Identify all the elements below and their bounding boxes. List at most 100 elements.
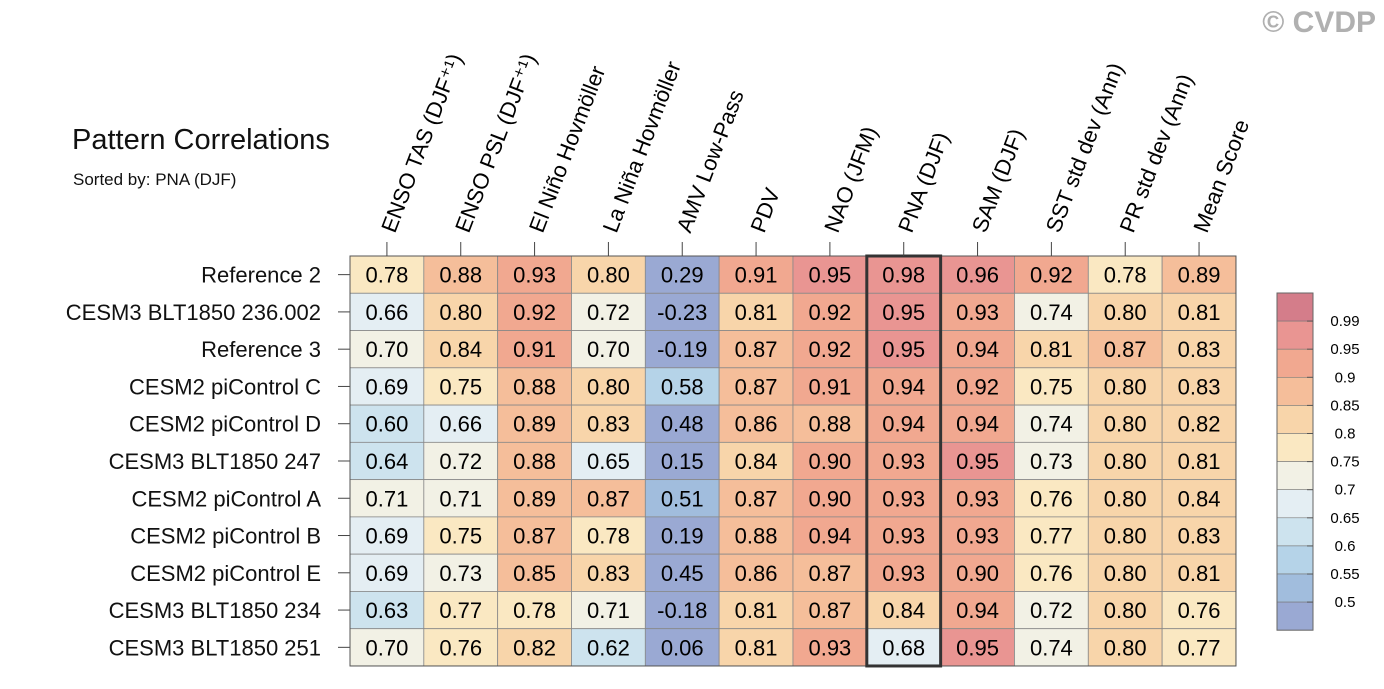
heatmap-cell — [1014, 441, 1089, 481]
colorbar-tick-label: 0.7 — [1335, 482, 1356, 499]
cell-value-label: 0.51 — [661, 486, 704, 511]
heatmap-cell — [1014, 330, 1089, 369]
heatmap-cell — [1014, 479, 1089, 518]
heatmap-cell — [423, 516, 499, 555]
cell-value-label: 0.94 — [956, 598, 999, 623]
cell-value-label: 0.75 — [439, 374, 482, 399]
heatmap-cell — [718, 441, 794, 481]
cell-value-label: 0.86 — [735, 412, 778, 437]
heatmap-cell — [571, 553, 646, 592]
cell-value-label: 0.91 — [735, 263, 778, 288]
cell-value-label: 0.93 — [956, 300, 999, 325]
heatmap-cell — [644, 479, 720, 518]
cell-value-label: 0.76 — [439, 635, 482, 660]
cell-value-label: 0.66 — [366, 300, 409, 325]
colorbar-tick-label: 0.75 — [1330, 454, 1359, 471]
heatmap-cell — [1161, 367, 1237, 406]
row-label: CESM3 BLT1850 234 — [109, 598, 321, 623]
heatmap-cell — [644, 292, 720, 331]
heatmap-cell — [866, 591, 942, 630]
column-label-amv-low-pass: AMV Low-Pass — [672, 86, 749, 235]
cell-value-label: 0.71 — [587, 598, 630, 623]
cell-value-label: 0.65 — [587, 449, 630, 474]
heatmap-cell — [1161, 479, 1237, 518]
heatmap-cell — [718, 553, 794, 592]
cell-value-label: 0.83 — [587, 561, 630, 586]
colorbar-tick-label: 0.6 — [1335, 538, 1356, 555]
column-label-pna-djf: PNA (DJF) — [893, 129, 954, 236]
heatmap-cell — [1087, 330, 1163, 369]
heatmap-cell — [1087, 255, 1163, 294]
cell-value-label: 0.88 — [808, 412, 851, 437]
heatmap-cell — [423, 553, 499, 592]
heatmap-cell — [497, 367, 572, 406]
heatmap-cell — [423, 367, 499, 406]
cell-value-label: 0.80 — [1104, 374, 1147, 399]
colorbar-swatch — [1276, 545, 1314, 575]
cell-value-label: 0.89 — [1178, 263, 1221, 288]
cell-value-label: 0.80 — [1104, 412, 1147, 437]
cell-value-label: 0.92 — [513, 300, 556, 325]
cell-value-label: 0.82 — [513, 635, 556, 660]
heatmap-cell — [1014, 404, 1089, 443]
cell-value-label: -0.23 — [657, 300, 707, 325]
column-label-el-ni-o-hovm-ller: El Niño Hovmöller — [524, 62, 610, 235]
cell-value-label: 0.81 — [735, 635, 778, 660]
chart-title: Pattern Correlations — [72, 124, 330, 156]
cell-value-label: 0.95 — [956, 635, 999, 660]
cell-value-label: 0.94 — [956, 412, 999, 437]
cell-value-label: 0.73 — [439, 561, 482, 586]
heatmap-cell — [866, 441, 942, 481]
cell-value-label: 0.80 — [1104, 635, 1147, 660]
heatmap-cell — [792, 292, 868, 331]
heatmap-cell — [718, 628, 794, 667]
cell-value-label: 0.75 — [439, 524, 482, 549]
cell-value-label: 0.93 — [808, 635, 851, 660]
cell-value-label: 0.80 — [1104, 598, 1147, 623]
cell-value-label: 0.87 — [808, 598, 851, 623]
heatmap-cell — [866, 255, 942, 294]
cell-value-label: 0.45 — [661, 561, 704, 586]
cell-value-label: 0.71 — [366, 486, 409, 511]
heatmap-cell — [349, 479, 425, 518]
cell-value-label: 0.83 — [1178, 374, 1221, 399]
heatmap-cell — [571, 591, 646, 630]
heatmap-cell — [1087, 591, 1163, 630]
row-label: CESM2 piControl A — [131, 486, 321, 511]
heatmap-cell — [1161, 255, 1237, 294]
colorbar-swatch — [1276, 573, 1314, 603]
cell-value-label: 0.85 — [513, 561, 556, 586]
cell-value-label: 0.87 — [735, 374, 778, 399]
cell-value-label: 0.78 — [366, 263, 409, 288]
cell-value-label: 0.78 — [587, 524, 630, 549]
heatmap-cell — [1014, 553, 1089, 592]
cell-value-label: 0.58 — [661, 374, 704, 399]
heatmap-cell — [1014, 591, 1089, 630]
column-label-sam-djf: SAM (DJF) — [967, 125, 1029, 236]
heatmap-cell — [349, 591, 425, 630]
cell-value-label: 0.80 — [439, 300, 482, 325]
heatmap-cell — [423, 330, 499, 369]
heatmap-cell — [792, 516, 868, 555]
cell-value-label: 0.83 — [1178, 337, 1221, 362]
cell-value-label: 0.60 — [366, 412, 409, 437]
heatmap-cell — [349, 404, 425, 443]
heatmap-cell — [1014, 516, 1089, 555]
cell-value-label: 0.80 — [1104, 561, 1147, 586]
cell-value-label: 0.87 — [808, 561, 851, 586]
heatmap-cell — [866, 367, 942, 406]
heatmap-cell — [644, 330, 720, 369]
cell-value-label: 0.93 — [882, 561, 925, 586]
heatmap-cell — [940, 479, 1015, 518]
row-label: CESM2 piControl C — [129, 374, 321, 399]
cell-value-label: 0.74 — [1030, 412, 1073, 437]
cell-value-label: 0.75 — [1030, 374, 1073, 399]
cell-value-label: 0.90 — [956, 561, 999, 586]
heatmap-cell — [1161, 591, 1237, 630]
cell-value-label: 0.93 — [956, 524, 999, 549]
heatmap-cell — [792, 441, 868, 481]
cell-value-label: 0.81 — [735, 598, 778, 623]
cell-value-label: 0.77 — [1178, 635, 1221, 660]
cell-value-label: 0.88 — [735, 524, 778, 549]
heatmap-cell — [718, 367, 794, 406]
